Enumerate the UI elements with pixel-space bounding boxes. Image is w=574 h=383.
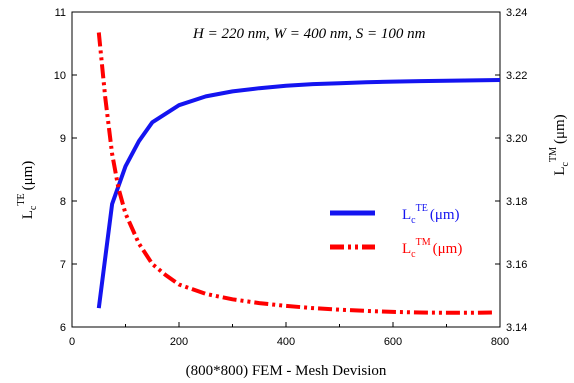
- right-y-axis-ticks: 3.14 3.16 3.18 3.20 3.22 3.24: [495, 7, 527, 334]
- right-y-tick-label: 3.20: [506, 133, 527, 145]
- right-y-tick-label: 3.22: [506, 70, 527, 82]
- left-y-tick-label: 10: [54, 70, 66, 82]
- plot-area: [71, 11, 501, 328]
- x-tick-label: 800: [491, 336, 509, 348]
- left-y-axis-label: LcTE (μm): [16, 161, 39, 220]
- legend: LcTE (μm) LcTM (μm): [330, 203, 462, 260]
- right-y-axis-label: LcTM (μm): [548, 114, 571, 175]
- legend-label-tm: LcTM (μm): [402, 237, 462, 260]
- right-y-axis-label-base: L: [552, 166, 568, 175]
- left-y-axis-label-sub: c: [28, 205, 39, 210]
- x-axis-label: (800*800) FEM - Mesh Devision: [186, 363, 387, 379]
- x-tick-label: 200: [170, 336, 188, 348]
- left-y-axis-label-base: L: [20, 210, 36, 219]
- left-y-axis-label-unit: (μm): [20, 161, 36, 191]
- legend-label-te: LcTE (μm): [402, 203, 460, 226]
- left-y-tick-label: 7: [60, 259, 66, 271]
- x-tick-label: 400: [277, 336, 295, 348]
- x-tick-label: 600: [384, 336, 402, 348]
- right-y-axis-label-sub: c: [560, 161, 571, 166]
- series-line-tm: [96, 32, 495, 315]
- left-y-tick-label: 11: [55, 7, 66, 19]
- series-lines: [96, 32, 501, 315]
- plot-annotation: H = 220 nm, W = 400 nm, S = 100 nm: [192, 26, 426, 42]
- right-y-axis-label-sup: TM: [548, 147, 559, 162]
- x-axis-ticks: 0 200 400 600 800: [69, 322, 509, 348]
- x-tick-label: 0: [69, 336, 75, 348]
- right-y-tick-label: 3.14: [506, 322, 527, 334]
- left-y-axis-label-sup: TE: [16, 193, 27, 205]
- left-y-axis-ticks: 6 7 8 9 10 11: [54, 7, 77, 334]
- right-y-tick-label: 3.24: [506, 7, 527, 19]
- svg-text:LcTM(μm): LcTM (μm): [548, 114, 571, 175]
- svg-text:LcTE(μm): LcTE (μm): [16, 161, 39, 220]
- left-y-tick-label: 9: [60, 133, 66, 145]
- left-y-tick-label: 6: [60, 322, 66, 334]
- left-y-tick-label: 8: [60, 196, 66, 208]
- right-y-tick-label: 3.16: [506, 259, 527, 271]
- right-y-tick-label: 3.18: [506, 196, 527, 208]
- series-line-te: [96, 78, 501, 309]
- right-y-axis-label-unit: (μm): [552, 114, 568, 144]
